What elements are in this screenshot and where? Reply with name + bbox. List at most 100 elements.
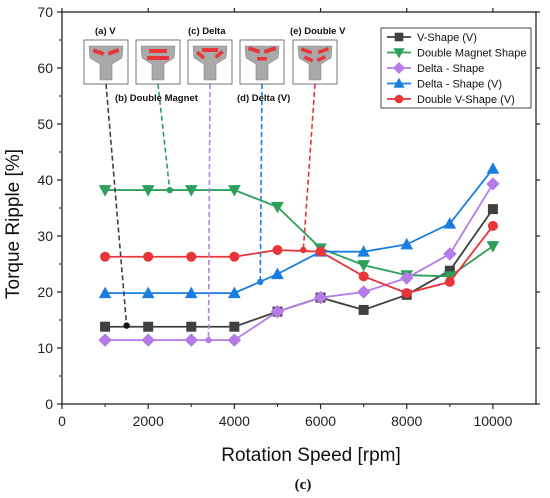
series-line (105, 183, 494, 342)
data-point (394, 32, 404, 42)
data-point (443, 271, 457, 283)
legend-label: Delta - Shape (417, 63, 484, 75)
data-point (313, 290, 328, 305)
legend-label: Delta - Shape (V) (417, 79, 502, 91)
magnet (300, 47, 313, 55)
data-point (444, 276, 455, 287)
data-point (100, 321, 111, 332)
data-point (100, 251, 111, 262)
magnet (107, 48, 120, 56)
data-point (186, 321, 197, 332)
rotor-thumbnail: (a) V (83, 26, 129, 85)
data-point (358, 304, 369, 315)
y-tick-label: 0 (45, 396, 53, 412)
data-point (315, 246, 326, 257)
rotor-thumbnail: (e) Double V (290, 26, 346, 85)
data-point (443, 247, 457, 261)
data-point (443, 217, 457, 229)
data-point (184, 286, 198, 299)
x-axis-title: Rotation Speed [rpm] (221, 445, 401, 466)
y-tick-label: 60 (37, 60, 53, 76)
magnet (147, 56, 169, 60)
y-tick-label: 10 (37, 340, 53, 356)
callout-line (259, 83, 263, 282)
x-tick-label: 6000 (305, 413, 336, 429)
data-point (143, 321, 154, 332)
data-point (184, 185, 198, 197)
rotor-core (140, 45, 176, 81)
data-point (184, 333, 198, 347)
legend: V-Shape (V) Double Magnet Shape Delta - Sh… (380, 27, 532, 109)
data-point (487, 204, 498, 215)
callout-line (157, 83, 171, 191)
data-point (358, 271, 369, 282)
rotor-thumbnail: (c) Delta (187, 26, 233, 85)
data-point (98, 185, 112, 197)
magnet (247, 46, 261, 54)
data-point (228, 286, 241, 299)
data-point (141, 286, 155, 299)
callout-point (300, 246, 307, 254)
magnet (263, 46, 277, 54)
legend-entry: Delta - Shape (387, 61, 484, 75)
data-point (486, 162, 500, 174)
callouts (105, 83, 316, 344)
data-point (392, 61, 406, 75)
data-point (271, 267, 284, 280)
y-tick-label: 30 (37, 228, 53, 244)
data-point (393, 48, 405, 59)
data-point (271, 201, 284, 214)
callout-line (207, 83, 211, 341)
rotor-thumbnail: (b) Double Magnet (115, 39, 199, 104)
rotor-core (88, 45, 124, 81)
series-delta-shape-v (98, 162, 500, 299)
data-point (394, 94, 404, 104)
y-tick-label: 40 (37, 172, 53, 188)
rotor-thumbnails: (a) V (b) Double Magnet (c) Delta (d) Delta… (83, 26, 346, 104)
data-point (400, 271, 414, 285)
thumbnail-label: (e) Double V (290, 26, 346, 37)
thumbnail-label: (c) Delta (188, 26, 226, 37)
figure-caption: (c) (295, 477, 312, 493)
series-double-v-shape-v (100, 220, 498, 299)
magnet (214, 50, 224, 59)
series-layer (98, 162, 500, 347)
callout-point (205, 336, 212, 344)
callout-line (302, 83, 316, 251)
legend-entry: Delta - Shape (V) (387, 77, 502, 91)
data-point (487, 220, 498, 231)
data-point (357, 245, 370, 257)
x-tick-label: 0 (58, 413, 66, 429)
series-delta-shape (98, 177, 500, 347)
data-point (401, 288, 412, 299)
callout-line (105, 83, 128, 326)
magnet (202, 48, 218, 52)
legend-entry: V-Shape (V) (387, 32, 477, 44)
magnet (195, 50, 206, 60)
series-double-magnet-shape (98, 185, 500, 283)
data-point (141, 185, 155, 197)
data-point (143, 251, 154, 262)
x-tick-label: 8000 (391, 413, 422, 429)
magnet (92, 48, 105, 56)
thumbnail-label: (b) Double Magnet (115, 93, 199, 104)
rotor-thumbnail: (d) Delta (V) (237, 39, 290, 104)
magnet (317, 47, 330, 55)
callout-point (257, 278, 264, 286)
legend-label: V-Shape (V) (417, 32, 477, 44)
series-line (105, 168, 494, 295)
data-point (400, 237, 414, 250)
rotor-core (297, 45, 333, 81)
magnet (149, 49, 167, 53)
y-tick-label: 70 (37, 4, 53, 20)
magnet (316, 55, 327, 63)
data-point (227, 333, 242, 347)
data-point (270, 304, 285, 319)
thumbnail-label: (a) V (95, 26, 116, 37)
y-tick-label: 20 (37, 284, 53, 300)
axis-ticks: 0 2000 4000 6000 8000 10000 0 10 20 30 40 50 60 70 (37, 4, 540, 429)
data-point (228, 185, 241, 197)
magnet (257, 57, 267, 61)
data-point (98, 286, 112, 299)
